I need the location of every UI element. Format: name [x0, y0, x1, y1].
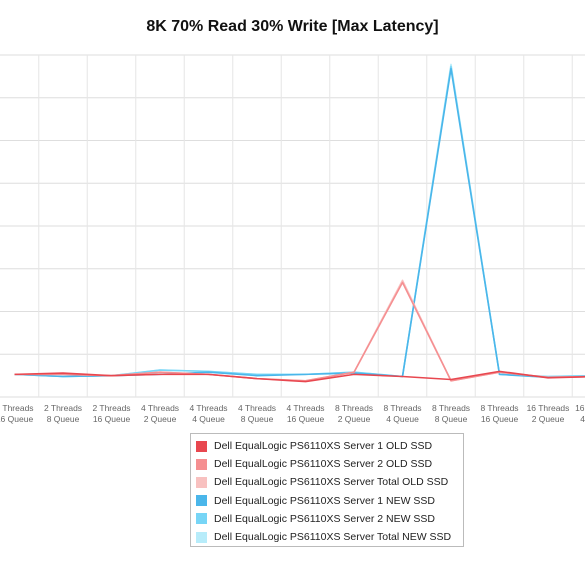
legend-label: Dell EqualLogic PS6110XS Server Total NE…	[214, 531, 452, 544]
x-tick-label: 8 Threads 4 Queue	[383, 403, 421, 424]
legend-item[interactable]: Dell EqualLogic PS6110XS Server 2 OLD SS…	[196, 455, 463, 473]
x-tick-label: 2 Threads 16 Queue	[92, 403, 130, 424]
legend-item[interactable]: Dell EqualLogic PS6110XS Server 2 NEW SS…	[196, 510, 463, 528]
legend-swatch	[196, 476, 207, 488]
x-tick-label: 4 Threads 16 Queue	[286, 403, 324, 424]
x-tick-label: 8 Threads 2 Queue	[335, 403, 373, 424]
x-tick-label: 4 Threads 2 Queue	[141, 403, 179, 424]
x-tick-label: 16 Threads 2 Queue	[527, 403, 570, 424]
legend-swatch	[196, 495, 207, 507]
legend-item[interactable]: Dell EqualLogic PS6110XS Server 1 OLD SS…	[196, 437, 463, 455]
series-line	[14, 65, 585, 378]
legend-label: Dell EqualLogic PS6110XS Server 2 OLD SS…	[214, 458, 433, 471]
legend-item[interactable]: Dell EqualLogic PS6110XS Server Total OL…	[196, 473, 463, 491]
x-tick-label: 4 Threads 4 Queue	[189, 403, 227, 424]
x-tick-label: 2 Threads 8 Queue	[44, 403, 82, 424]
x-tick-label: 8 Threads 16 Queue	[480, 403, 518, 424]
legend-label: Dell EqualLogic PS6110XS Server 1 OLD SS…	[214, 440, 433, 453]
legend-swatch	[196, 531, 207, 543]
legend-swatch	[196, 440, 207, 452]
legend-swatch	[196, 513, 207, 525]
legend-item[interactable]: Dell EqualLogic PS6110XS Server Total NE…	[196, 528, 463, 546]
legend-label: Dell EqualLogic PS6110XS Server Total OL…	[214, 476, 449, 489]
chart-title: 8K 70% Read 30% Write [Max Latency]	[146, 18, 439, 35]
series-line	[14, 67, 585, 379]
legend-item[interactable]: Dell EqualLogic PS6110XS Server 1 NEW SS…	[196, 492, 463, 510]
series-line	[14, 370, 585, 383]
series-line	[14, 63, 585, 378]
x-tick-label: 8 Threads 8 Queue	[432, 403, 470, 424]
legend-label: Dell EqualLogic PS6110XS Server 1 NEW SS…	[214, 494, 435, 507]
series-line	[14, 281, 585, 382]
legend-label: Dell EqualLogic PS6110XS Server 2 NEW SS…	[214, 512, 435, 525]
series-line	[14, 279, 585, 382]
legend-swatch	[196, 458, 207, 470]
legend: Dell EqualLogic PS6110XS Server 1 OLD SS…	[190, 433, 464, 547]
grid	[0, 54, 585, 398]
x-tick-label: 4 Threads 8 Queue	[238, 403, 276, 424]
series-lines	[14, 63, 585, 383]
